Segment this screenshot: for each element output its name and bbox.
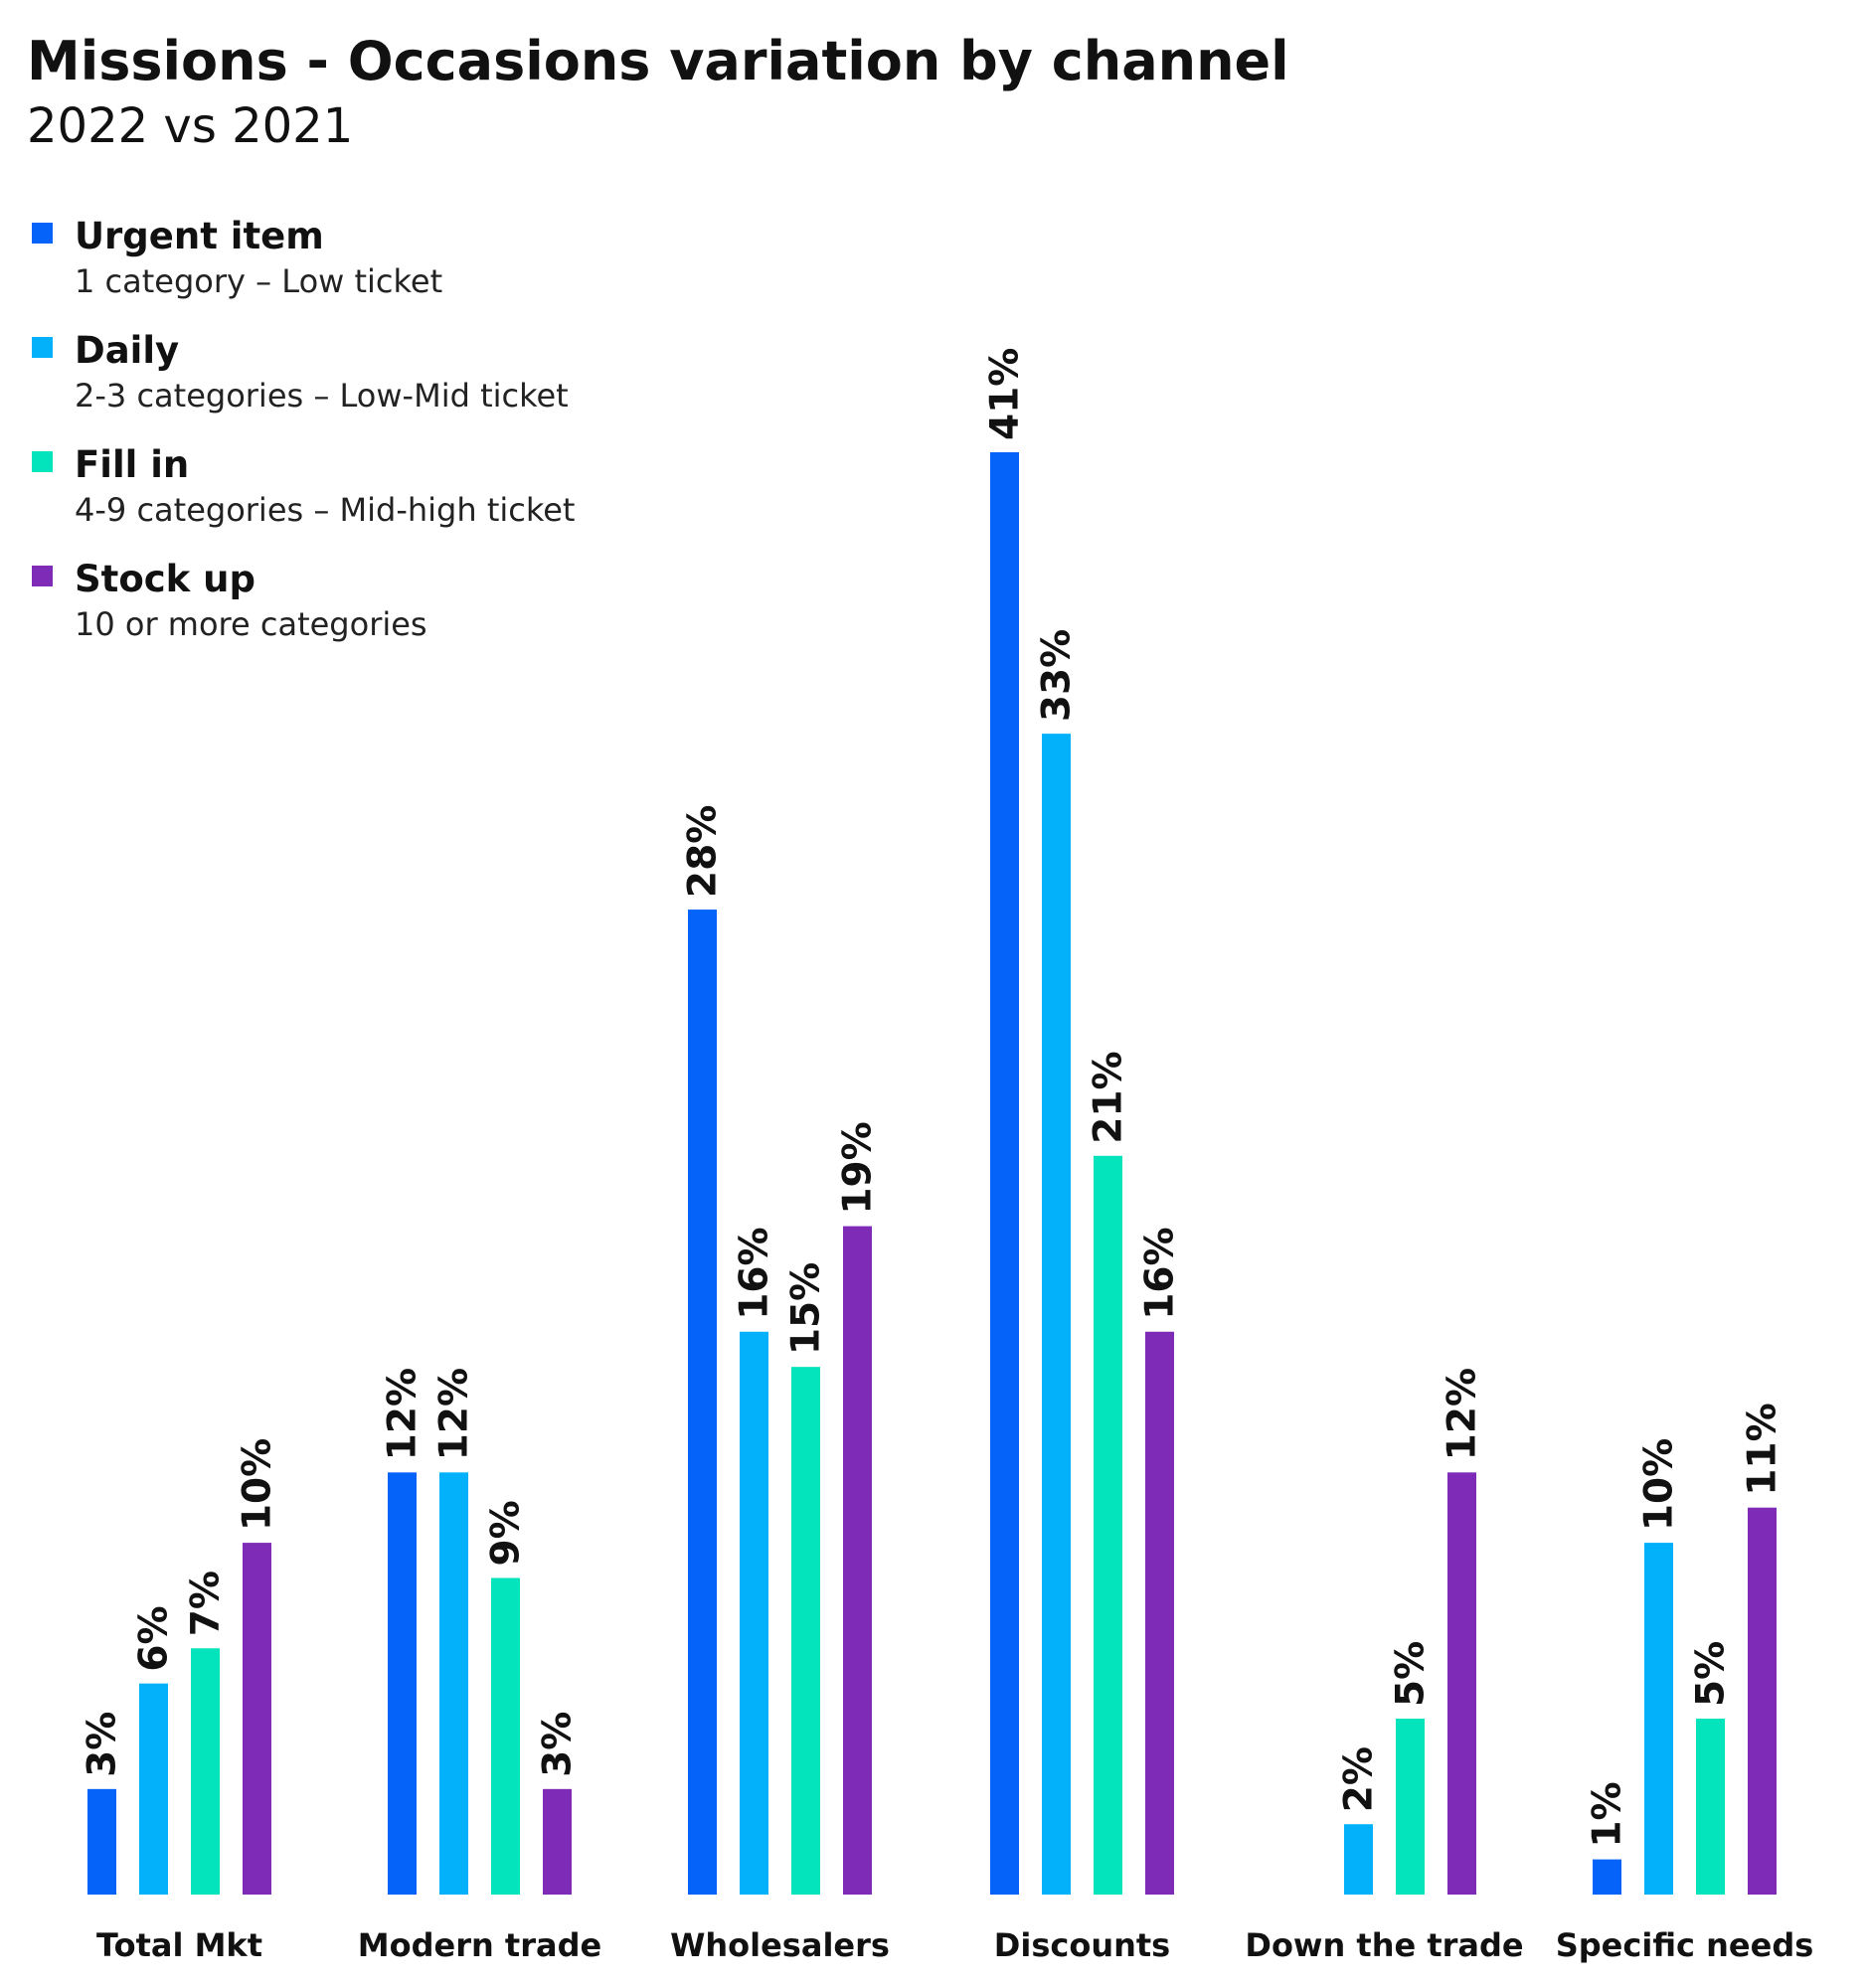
bar-discounts-stock-up [1145,1331,1174,1895]
bar-discounts-daily [1042,734,1071,1895]
legend-desc-urgent-item: 1 category – Low ticket [75,262,442,300]
bar-wholesalers-daily [740,1331,768,1895]
bar-specific-needs-stock-up [1748,1507,1777,1895]
bar-discounts-fill-in [1094,1155,1122,1895]
legend-label-urgent-item: Urgent item [75,215,324,257]
legend-label-fill-in: Fill in [75,443,189,486]
bar-total-mkt-stock-up [243,1543,271,1895]
category-label-specific-needs: Specific needs [1556,1926,1814,1964]
data-label-wholesalers-fill-in: 15% [784,1262,829,1355]
bar-total-mkt-fill-in [191,1648,220,1895]
category-label-total-mkt: Total Mkt [96,1926,262,1964]
bar-modern-trade-fill-in [491,1577,520,1895]
category-label-discounts: Discounts [994,1926,1170,1964]
data-label-total-mkt-stock-up: 10% [236,1438,280,1531]
data-label-modern-trade-urgent-item: 12% [381,1368,425,1460]
data-label-discounts-urgent-item: 41% [983,348,1028,440]
data-label-discounts-daily: 33% [1035,629,1080,722]
bar-modern-trade-daily [439,1472,468,1895]
data-label-total-mkt-daily: 6% [132,1605,177,1671]
legend-label-stock-up: Stock up [75,558,255,600]
legend-swatch-daily [32,337,53,358]
data-label-modern-trade-fill-in: 9% [484,1500,529,1566]
data-label-total-mkt-fill-in: 7% [184,1571,229,1636]
data-label-modern-trade-daily: 12% [432,1368,477,1460]
chart-title: Missions - Occasions variation by channe… [27,30,1289,92]
bar-wholesalers-stock-up [843,1226,872,1895]
bar-total-mkt-daily [139,1683,168,1895]
data-label-discounts-stock-up: 16% [1138,1227,1183,1319]
bar-down-the-trade-stock-up [1447,1472,1476,1895]
legend: Urgent item 1 category – Low ticket Daily 2… [32,215,575,643]
category-label-down-the-trade: Down the trade [1245,1926,1523,1964]
category-label-wholesalers: Wholesalers [670,1926,890,1964]
x-axis: Total Mkt Modern trade Wholesalers Discount… [96,1926,1813,1964]
legend-desc-stock-up: 10 or more categories [75,605,427,643]
bar-specific-needs-fill-in [1696,1719,1725,1895]
data-label-total-mkt-urgent-item: 3% [81,1712,125,1777]
bar-total-mkt-urgent-item [87,1788,116,1895]
data-label-specific-needs-daily: 10% [1637,1438,1682,1531]
legend-swatch-stock-up [32,566,53,586]
data-label-discounts-fill-in: 21% [1087,1051,1131,1143]
data-label-wholesalers-stock-up: 19% [836,1121,881,1214]
data-label-wholesalers-daily: 16% [733,1227,777,1319]
data-label-modern-trade-stock-up: 3% [536,1712,581,1777]
data-label-down-the-trade-daily: 2% [1337,1746,1382,1812]
chart-subtitle: 2022 vs 2021 [27,98,353,154]
bar-wholesalers-fill-in [791,1367,820,1895]
data-label-down-the-trade-stock-up: 12% [1441,1368,1485,1460]
bar-specific-needs-urgent-item [1593,1859,1621,1895]
legend-swatch-urgent-item [32,223,53,244]
bar-down-the-trade-fill-in [1396,1719,1425,1895]
data-label-specific-needs-urgent-item: 1% [1586,1781,1630,1847]
bar-modern-trade-stock-up [543,1788,572,1895]
bar-modern-trade-urgent-item [388,1472,417,1895]
bar-specific-needs-daily [1644,1543,1673,1895]
legend-label-daily: Daily [75,329,179,372]
bar-discounts-urgent-item [990,452,1019,1895]
legend-desc-fill-in: 4-9 categories – Mid-high ticket [75,491,575,529]
data-label-specific-needs-stock-up: 11% [1741,1403,1785,1495]
legend-desc-daily: 2-3 categories – Low-Mid ticket [75,377,569,414]
category-label-modern-trade: Modern trade [358,1926,601,1964]
data-label-wholesalers-urgent-item: 28% [681,805,726,898]
legend-swatch-fill-in [32,451,53,472]
bar-down-the-trade-daily [1344,1824,1373,1895]
data-label-specific-needs-fill-in: 5% [1689,1641,1734,1707]
data-label-down-the-trade-fill-in: 5% [1389,1641,1434,1707]
plot-area: 3%6%7%10%12% 12%9%3%28%16% 15%19%41%33%21%… [81,348,1785,1895]
bar-wholesalers-urgent-item [688,910,717,1895]
